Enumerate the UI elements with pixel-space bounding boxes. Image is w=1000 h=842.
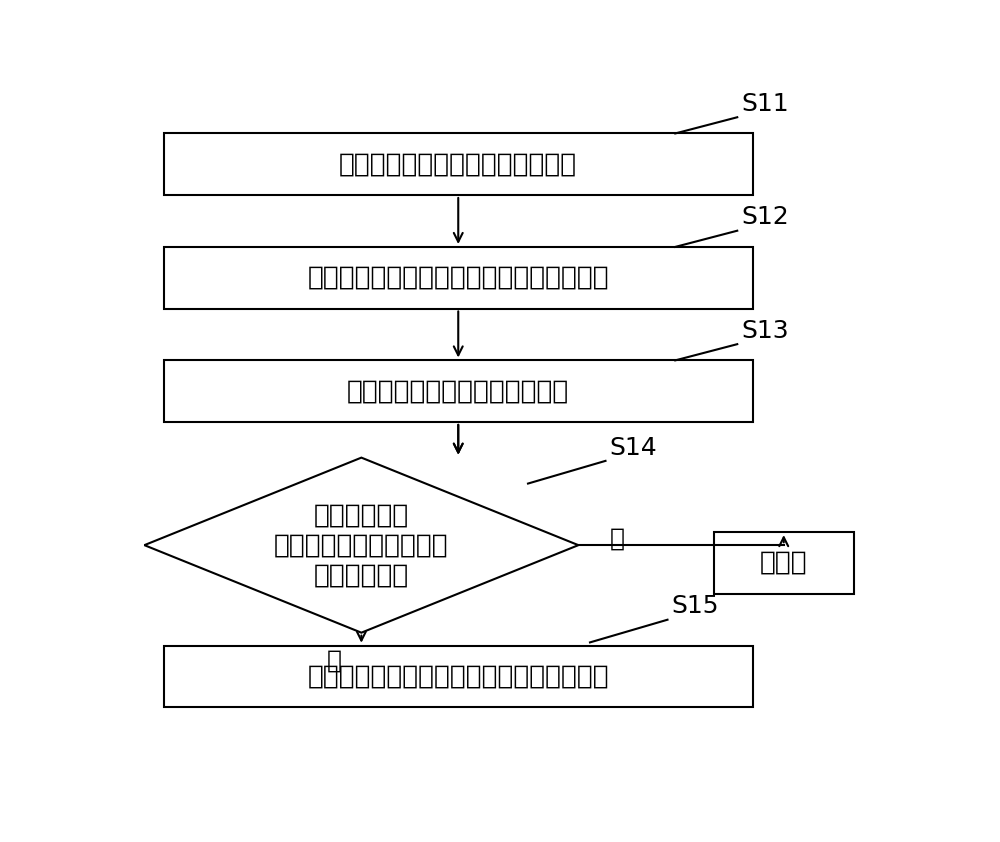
Text: S12: S12 (741, 205, 789, 229)
Text: S13: S13 (741, 319, 789, 343)
Text: 根据设置参数向相应监控设备发送激活信号: 根据设置参数向相应监控设备发送激活信号 (307, 264, 609, 290)
Text: 接收该相应监控设备的回复信息: 接收该相应监控设备的回复信息 (347, 378, 569, 404)
FancyBboxPatch shape (164, 360, 753, 422)
Text: S15: S15 (671, 594, 719, 618)
Text: 根据设备信息
验证该相应监控设备是否
具有合法身份: 根据设备信息 验证该相应监控设备是否 具有合法身份 (274, 502, 449, 589)
Text: S14: S14 (609, 435, 657, 460)
FancyBboxPatch shape (164, 247, 753, 308)
Text: S11: S11 (741, 92, 789, 116)
Text: 无操作: 无操作 (760, 550, 808, 576)
Text: 是: 是 (327, 649, 342, 673)
FancyBboxPatch shape (164, 133, 753, 195)
Polygon shape (144, 457, 578, 632)
FancyBboxPatch shape (164, 646, 753, 707)
FancyBboxPatch shape (714, 532, 854, 594)
Text: 向该相应监控设备发送动力电池组安全数据: 向该相应监控设备发送动力电池组安全数据 (307, 663, 609, 690)
Text: 接收对于数据传输方式的设置参数: 接收对于数据传输方式的设置参数 (339, 152, 577, 178)
Text: 否: 否 (609, 526, 624, 551)
